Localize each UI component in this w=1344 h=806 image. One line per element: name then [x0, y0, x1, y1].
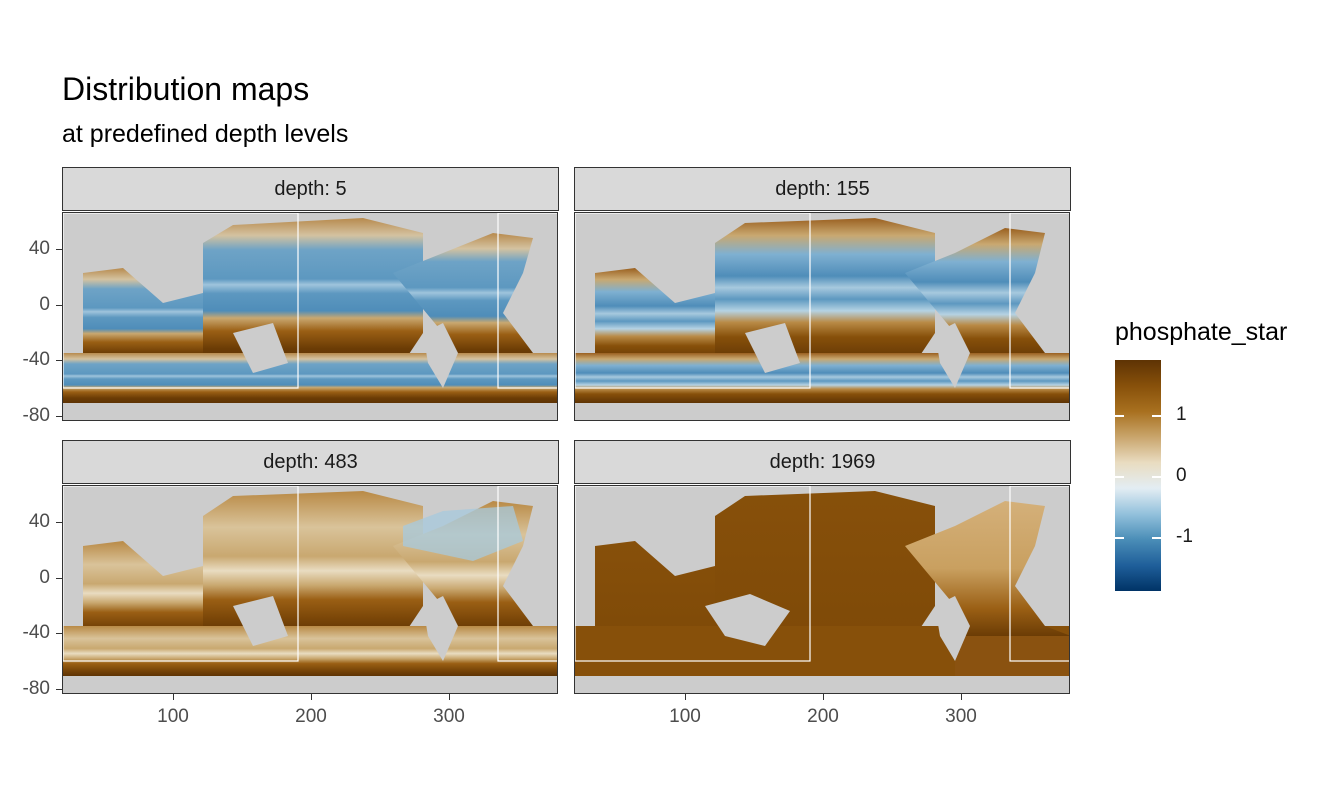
facet-strip-depth-155: depth: 155 — [574, 167, 1071, 211]
x-tick-mark — [311, 694, 312, 700]
x-tick-mark — [823, 694, 824, 700]
y-tick-label: 0 — [39, 294, 50, 315]
y-tick-mark — [56, 633, 62, 634]
legend-label: 0 — [1176, 465, 1187, 486]
y-tick-label: -40 — [22, 349, 50, 370]
legend-label: -1 — [1176, 526, 1193, 547]
legend-tick-mark — [1115, 537, 1124, 539]
ocean-southern — [63, 353, 557, 403]
y-tick-mark — [56, 522, 62, 523]
y-tick-mark — [56, 360, 62, 361]
chart-title: Distribution maps — [62, 71, 310, 107]
x-tick-mark — [685, 694, 686, 700]
y-tick-mark — [56, 416, 62, 417]
ocean-indian — [83, 268, 203, 363]
x-tick-label: 100 — [157, 706, 189, 727]
x-tick-mark — [173, 694, 174, 700]
y-tick-mark — [56, 305, 62, 306]
map-panel-depth-5 — [62, 212, 558, 421]
x-tick-label: 300 — [433, 706, 465, 727]
x-tick-mark — [449, 694, 450, 700]
y-tick-label: -40 — [22, 622, 50, 643]
ocean-pacific — [203, 218, 423, 363]
x-tick-label: 200 — [807, 706, 839, 727]
legend-label: 1 — [1176, 404, 1187, 425]
legend-title: phosphate_star — [1115, 318, 1288, 346]
y-tick-label: -80 — [22, 678, 50, 699]
facet-strip-depth-5: depth: 5 — [62, 167, 559, 211]
x-tick-mark — [961, 694, 962, 700]
x-tick-label: 100 — [669, 706, 701, 727]
y-tick-label: 0 — [39, 567, 50, 588]
region-box-pacific — [63, 213, 299, 389]
legend-tick-mark — [1115, 476, 1124, 478]
x-tick-label: 300 — [945, 706, 977, 727]
y-tick-label: -80 — [22, 405, 50, 426]
region-box-atlantic — [497, 213, 557, 389]
ocean-atlantic — [393, 233, 557, 363]
map-panel-depth-483 — [62, 485, 558, 694]
y-tick-label: 40 — [28, 238, 50, 259]
facet-strip-depth-483: depth: 483 — [62, 440, 559, 484]
legend-tick-mark — [1152, 476, 1161, 478]
x-tick-label: 200 — [295, 706, 327, 727]
legend-colorbar — [1115, 360, 1161, 591]
legend-tick-mark — [1152, 415, 1161, 417]
y-tick-mark — [56, 578, 62, 579]
y-tick-mark — [56, 249, 62, 250]
map-panel-depth-1969 — [574, 485, 1070, 694]
legend-tick-mark — [1152, 537, 1161, 539]
facet-strip-depth-1969: depth: 1969 — [574, 440, 1071, 484]
chart-subtitle: at predefined depth levels — [62, 120, 349, 148]
y-tick-label: 40 — [28, 511, 50, 532]
legend-tick-mark — [1115, 415, 1124, 417]
y-tick-mark — [56, 689, 62, 690]
map-panel-depth-155 — [574, 212, 1070, 421]
